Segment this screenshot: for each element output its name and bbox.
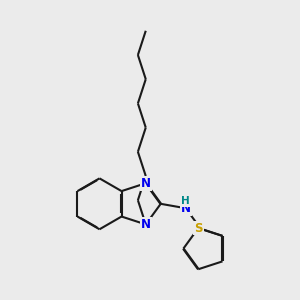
Text: N: N (181, 202, 191, 215)
Text: N: N (141, 218, 151, 231)
Text: S: S (194, 221, 202, 235)
Text: H: H (182, 196, 190, 206)
Text: N: N (141, 177, 151, 190)
